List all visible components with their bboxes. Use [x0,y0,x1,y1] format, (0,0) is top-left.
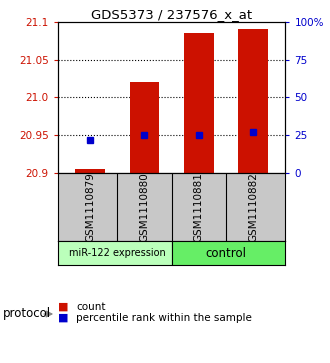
Bar [58,241,172,265]
Text: control: control [205,246,246,260]
Title: GDS5373 / 237576_x_at: GDS5373 / 237576_x_at [91,8,252,21]
Text: GSM1110879: GSM1110879 [85,172,95,242]
Bar [130,82,159,173]
Text: protocol: protocol [3,307,51,321]
Bar [238,29,268,173]
Text: miR-122 expression: miR-122 expression [69,248,166,258]
Text: count: count [76,302,105,312]
Bar [172,241,285,265]
Text: ■: ■ [58,313,68,323]
Text: percentile rank within the sample: percentile rank within the sample [76,313,252,323]
Text: GSM1110881: GSM1110881 [194,172,204,242]
Bar [75,169,105,173]
Text: GSM1110880: GSM1110880 [140,172,149,242]
Text: GSM1110882: GSM1110882 [248,172,258,242]
Bar [184,33,214,173]
Text: ■: ■ [58,302,68,312]
